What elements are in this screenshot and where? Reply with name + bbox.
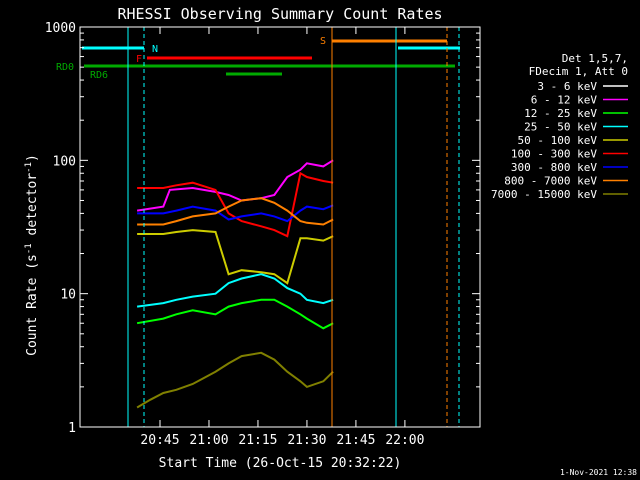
- flag-label-2: F: [136, 54, 142, 65]
- axis-layer: 20:45 21:00 21:15 21:30 21:45 22:00 1 10 100 1000: [45, 21, 481, 448]
- flag-label-4: RD0: [56, 62, 74, 73]
- flag-layer: NF S RD0 RD6: [56, 27, 460, 427]
- series-line-5: [137, 229, 334, 285]
- y-tick-label-3: 100: [53, 154, 76, 169]
- y-tick-label-4: 1000: [45, 21, 76, 36]
- series-line-6: [137, 171, 334, 238]
- x-tick-label-6: 22:00: [385, 433, 424, 448]
- legend-label-3: 12 - 25 keV: [524, 107, 597, 120]
- plot-background: [80, 27, 480, 427]
- flag-label-1: N: [152, 44, 158, 55]
- series-line-3: [136, 298, 334, 330]
- x-tick-label-3: 21:15: [238, 433, 277, 448]
- legend-label-6: 100 - 300 keV: [511, 148, 597, 161]
- x-axis-label: Start Time (26-Oct-15 20:32:22): [159, 456, 402, 471]
- x-tick-label-2: 21:00: [189, 433, 228, 448]
- footer-timestamp: 1-Nov-2021 12:38: [560, 468, 637, 477]
- series-line-1: [136, 144, 334, 218]
- legend-label-4: 25 - 50 keV: [524, 121, 597, 134]
- series-line-9: [136, 351, 334, 409]
- series-line-8: [137, 197, 334, 226]
- plot-frame: [79, 26, 481, 428]
- legend-header-1: Det 1,5,7,: [562, 52, 628, 65]
- y-tick-label-1: 1: [68, 421, 76, 436]
- flag-label-5: RD6: [90, 70, 108, 81]
- legend-label-8: 800 - 7000 keV: [504, 175, 597, 188]
- y-tick-label-2: 10: [60, 288, 76, 303]
- legend-header-2: FDecim 1, Att 0: [529, 65, 628, 78]
- legend-label-1: 3 - 6 keV: [537, 80, 597, 93]
- flag-label-3: S: [320, 36, 326, 47]
- series-line-7: [137, 204, 334, 223]
- series-line-4: [136, 273, 334, 308]
- chart-title: RHESSI Observing Summary Count Rates: [117, 5, 442, 23]
- legend-label-5: 50 - 100 keV: [518, 134, 598, 147]
- plot-area: [80, 27, 480, 427]
- legend-label-7: 300 - 800 keV: [511, 161, 597, 174]
- y-axis-label: Count Rate (s-1 detector-1): [24, 154, 40, 356]
- x-tick-label-5: 21:45: [336, 433, 375, 448]
- legend-label-9: 7000 - 15000 keV: [491, 188, 597, 201]
- x-tick-label-1: 20:45: [140, 433, 179, 448]
- x-tick-label-4: 21:30: [287, 433, 326, 448]
- legend-label-2: 6 - 12 keV: [531, 94, 598, 107]
- series-layer: [136, 144, 334, 409]
